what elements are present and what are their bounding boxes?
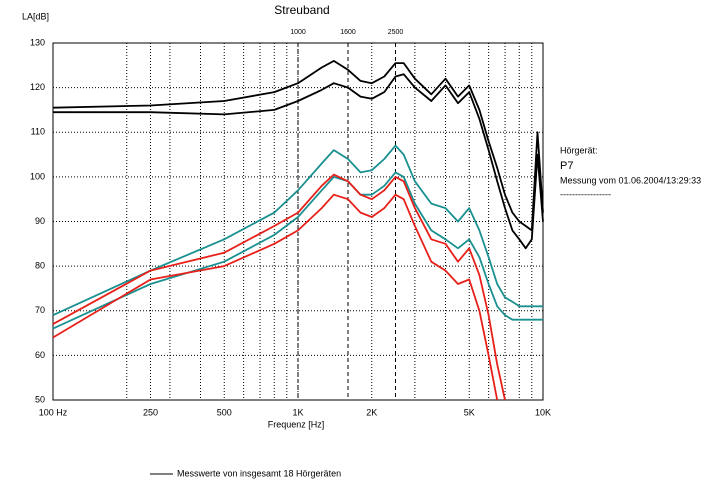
y-tick-label: 60 [35, 350, 45, 360]
x-tick-label: 250 [143, 407, 158, 417]
info-text: Messung vom 01.06.2004/13:29:33 [560, 175, 701, 185]
info-text: ----------------- [560, 189, 611, 199]
info-text: Hörgerät: [560, 145, 598, 155]
y-axis-label: LA[dB] [22, 11, 49, 21]
series-line [52, 193, 499, 401]
info-text: P7 [560, 160, 573, 172]
top-marker-label: 1600 [340, 29, 356, 36]
series-line [52, 171, 543, 330]
x-tick-label: 5K [464, 407, 475, 417]
top-marker-label: 1000 [290, 29, 306, 36]
x-tick-label: 10K [535, 407, 551, 417]
series-line [52, 60, 544, 232]
y-tick-label: 70 [35, 305, 45, 315]
x-tick-label: 1K [292, 407, 303, 417]
x-tick-label: 100 Hz [39, 407, 68, 417]
y-tick-label: 90 [35, 216, 45, 226]
x-axis-label: Frequenz [Hz] [268, 419, 325, 429]
y-tick-label: 100 [30, 171, 45, 181]
y-tick-label: 80 [35, 261, 45, 271]
series-line [52, 173, 506, 401]
top-marker-label: 2500 [388, 29, 404, 36]
y-tick-label: 50 [35, 394, 45, 404]
x-tick-label: 500 [217, 407, 232, 417]
legend-label: Messwerte von insgesamt 18 Hörgeräten [177, 468, 341, 478]
y-tick-label: 110 [31, 127, 45, 137]
chart-title: Streuband [274, 3, 329, 17]
y-tick-label: 130 [30, 37, 45, 47]
x-tick-label: 2K [366, 407, 377, 417]
y-tick-label: 120 [30, 82, 45, 92]
series-line [53, 73, 544, 250]
series-line [52, 144, 543, 317]
